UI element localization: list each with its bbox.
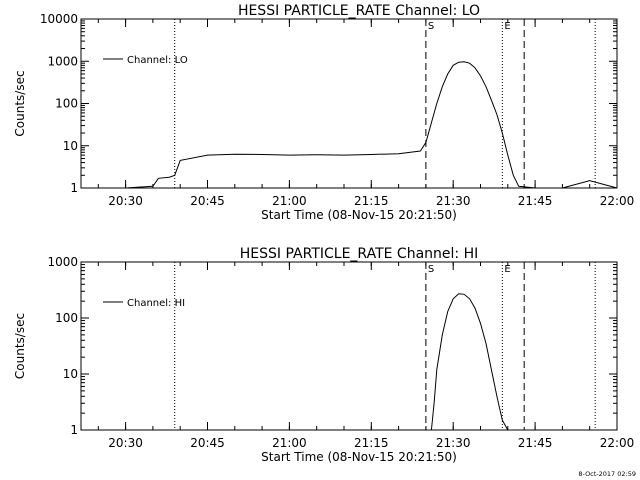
y-tick-label: 100 [55,311,78,325]
x-tick-label: 21:00 [272,436,307,450]
y-axis-label: Counts/sec [13,313,27,379]
plot-frame [80,18,618,189]
event-marker-label: S [428,21,434,32]
x-tick-label: 21:00 [272,194,307,208]
x-axis-label: Start Time (08-Nov-15 20:21:50) [261,208,457,222]
x-tick-label: 20:30 [108,194,143,208]
x-tick-label: 21:45 [518,194,553,208]
event-marker-label: E [504,264,510,275]
legend-label: Channel: LO [127,55,188,66]
timestamp-label: 8-Oct-2017 02:59 [578,470,636,478]
y-tick-label: 10 [63,367,78,381]
x-tick-label: 20:45 [190,194,225,208]
chart-panel-1: HESSI PARTICLE_RATE Channel: HI 20:30 20:4… [13,246,634,464]
plot-frame [80,261,618,431]
event-marker-label: E [504,21,510,32]
x-tick-label: 20:30 [108,436,143,450]
series-line [430,293,509,431]
x-tick-label: 21:15 [354,194,389,208]
x-tick-label: 20:45 [190,436,225,450]
x-axis-label: Start Time (08-Nov-15 20:21:50) [261,450,457,464]
y-axis-label: Counts/sec [13,70,27,136]
chart-panel-0: HESSI PARTICLE_RATE Channel: LO 20:30 20:4… [13,3,634,222]
event-marker-label: S [428,264,434,275]
y-tick-label: 1000 [47,54,78,68]
legend-label: Channel: HI [127,298,185,309]
y-tick-label: 1 [70,181,78,195]
y-tick-label: 100 [55,97,78,111]
chart-title: HESSI PARTICLE_RATE Channel: LO [238,3,480,19]
y-tick-label: 1000 [47,255,78,269]
x-tick-label: 21:30 [436,194,471,208]
x-tick-label: 21:45 [518,436,553,450]
x-tick-label: 21:15 [354,436,389,450]
x-tick-label: 22:00 [600,194,635,208]
y-tick-label: 1 [70,423,78,437]
y-tick-label: 10 [63,139,78,153]
y-tick-label: 10000 [40,12,78,26]
x-tick-label: 21:30 [436,436,471,450]
series-line [81,61,618,189]
x-tick-label: 22:00 [600,436,635,450]
chart-title: HESSI PARTICLE_RATE Channel: HI [240,246,478,262]
